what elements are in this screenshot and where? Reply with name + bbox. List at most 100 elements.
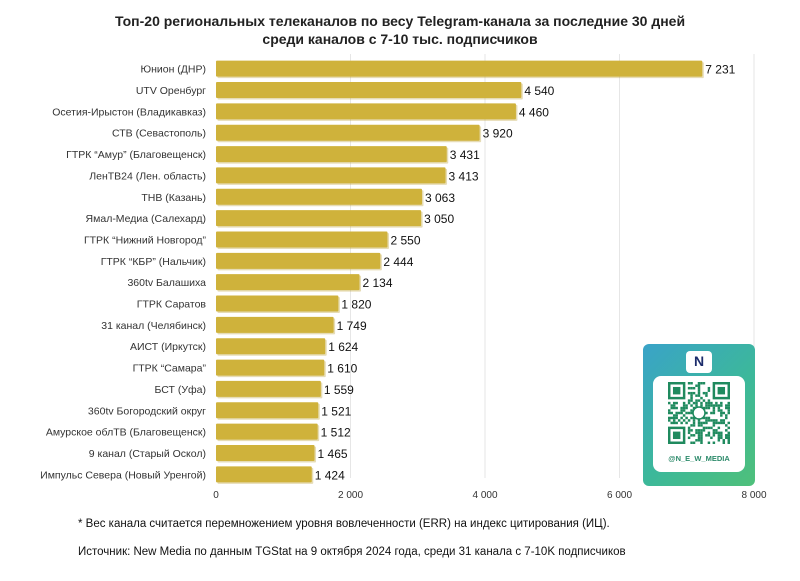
qr-module [727, 431, 730, 435]
qr-module [692, 406, 696, 410]
qr-module [690, 429, 693, 432]
value-label: 3 431 [450, 148, 480, 162]
qr-module [707, 431, 711, 435]
qr-module [727, 441, 730, 444]
qr-module [670, 404, 673, 407]
source-note: Источник: New Media по данным TGStat на … [78, 546, 626, 558]
qr-module [672, 386, 681, 395]
category-label: ГТРК “Самара” [133, 363, 207, 375]
value-label: 2 134 [363, 276, 393, 290]
bar [216, 210, 422, 227]
qr-module [705, 406, 708, 410]
qr-module [695, 394, 698, 397]
qr-module [687, 386, 691, 390]
qr-module [702, 416, 706, 420]
qr-code-icon [668, 382, 730, 444]
bar [216, 82, 522, 99]
qr-module [690, 394, 693, 397]
qr-module [725, 404, 728, 407]
qr-module [715, 421, 718, 425]
qr-module [692, 386, 696, 390]
qr-module [680, 411, 683, 415]
qr-module [692, 434, 696, 437]
qr-module [700, 436, 703, 440]
category-label: ГТРК “КБР” (Нальчик) [101, 256, 206, 268]
qr-module [695, 401, 698, 405]
bar [216, 124, 480, 141]
qr-module [687, 426, 691, 430]
qr-module [717, 436, 721, 440]
qr-module [727, 401, 730, 405]
qr-module [690, 416, 693, 420]
qr-module [707, 426, 711, 430]
qr-module [668, 411, 671, 415]
qr-module [682, 419, 686, 422]
category-label: Амурское облТВ (Благовещенск) [46, 427, 206, 439]
qr-module [692, 441, 696, 444]
qr-module [687, 431, 691, 435]
bar [216, 60, 703, 77]
qr-module [690, 409, 693, 412]
qr-module [717, 434, 721, 437]
qr-module [685, 421, 688, 425]
category-label: ЛенТВ24 (Лен. область) [89, 170, 206, 182]
footnote: * Вес канала считается перемножением уро… [78, 518, 610, 530]
value-label: 1 512 [321, 426, 351, 440]
qr-module [705, 434, 708, 437]
category-label: UTV Оренбург [136, 85, 206, 97]
qr-module [682, 401, 686, 405]
qr-module [712, 431, 716, 435]
qr-module [727, 436, 730, 440]
qr-module [705, 394, 708, 397]
qr-module [717, 421, 721, 425]
qr-module [687, 419, 691, 422]
qr-module [672, 414, 676, 417]
qr-module [697, 391, 701, 395]
qr-module [727, 434, 730, 437]
value-label: 1 559 [324, 383, 354, 397]
qr-module [720, 411, 723, 415]
qr-module [725, 434, 728, 437]
qr-module [705, 416, 708, 420]
value-label: 3 920 [483, 127, 513, 141]
qr-module [707, 441, 711, 444]
value-label: 1 624 [328, 340, 358, 354]
qr-module [700, 439, 703, 442]
qr-module [712, 429, 716, 432]
qr-module [722, 411, 726, 415]
qr-module [690, 399, 693, 402]
bar [216, 444, 315, 461]
qr-module [670, 406, 673, 410]
qr-module [722, 421, 726, 425]
qr-module [668, 416, 671, 420]
qr-module [680, 406, 683, 410]
qr-module [682, 409, 686, 412]
x-tick-label: 6 000 [607, 490, 632, 501]
chart-subtitle: среди каналов с 7-10 тыс. подписчиков [262, 31, 538, 47]
qr-module [690, 386, 693, 390]
qr-module [687, 429, 691, 432]
qr-module [727, 421, 730, 425]
qr-module [717, 409, 721, 412]
value-label: 3 063 [425, 191, 455, 205]
category-label: 360tv Балашиха [127, 277, 206, 289]
qr-module [727, 426, 730, 430]
qr-module [702, 391, 706, 395]
qr-module [725, 406, 728, 410]
chart-title: Топ-20 региональных телеканалов по весу … [114, 13, 686, 29]
qr-module [700, 421, 703, 425]
qr-module [695, 431, 698, 435]
qr-module [712, 424, 716, 427]
bar [216, 380, 321, 397]
qr-module [725, 414, 728, 417]
qr-module [700, 429, 703, 432]
qr-module [672, 421, 676, 425]
qr-module [675, 406, 678, 410]
qr-module [672, 406, 676, 410]
qr-module [705, 401, 708, 405]
qr-module [692, 424, 696, 427]
qr-module [687, 391, 691, 395]
qr-module [697, 394, 701, 397]
qr-badge[interactable]: N @N_E_W_MEDIA [643, 344, 755, 486]
qr-module [692, 416, 696, 420]
